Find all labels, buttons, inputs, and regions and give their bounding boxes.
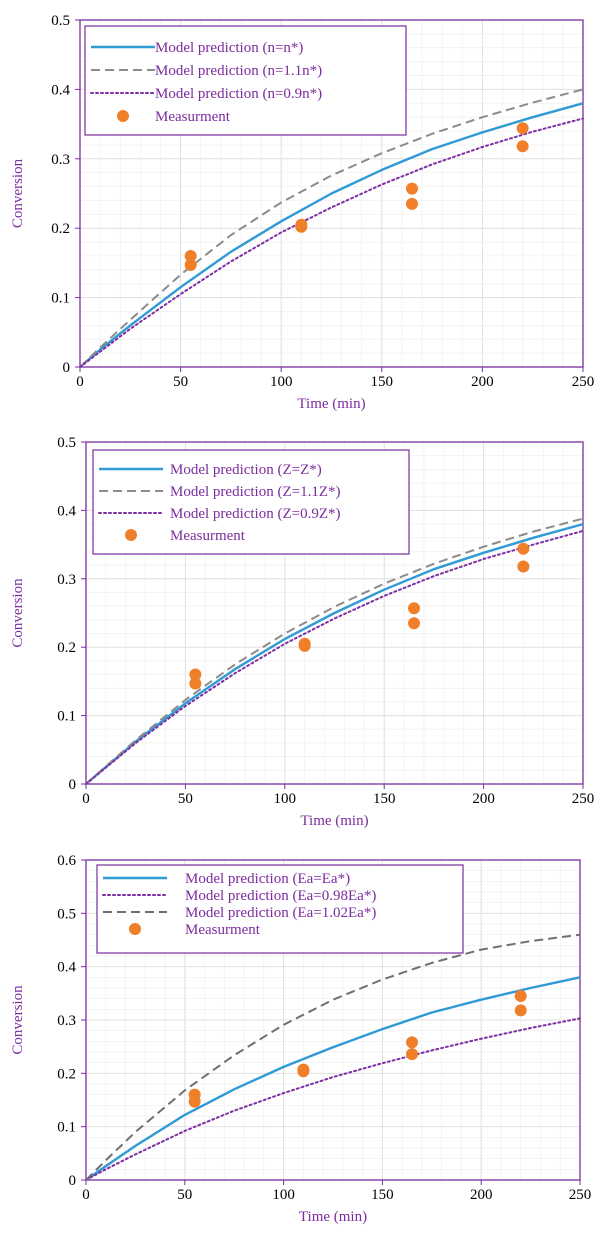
x-tick-label: 200 <box>471 374 494 390</box>
x-tick-label: 100 <box>274 791 297 807</box>
legend-label: Measurment <box>170 528 246 544</box>
x-tick-label: 200 <box>470 1187 493 1203</box>
legend: Model prediction (n=n*) Model prediction … <box>84 25 407 136</box>
legend-label: Model prediction (Z=Z*) <box>170 462 322 478</box>
y-tick-label: 0.2 <box>57 1066 76 1082</box>
y-tick-label: 0.5 <box>57 906 76 922</box>
measurement-point <box>188 1095 201 1108</box>
chart-1: 0 50 100 150 200 250 0 0.1 0.2 0.3 0.4 0.5 Time (min… <box>10 13 594 412</box>
x-tick-label: 50 <box>177 1187 192 1203</box>
legend-swatch-point <box>125 529 137 541</box>
legend-label: Model prediction (n=0.9n*) <box>155 86 322 102</box>
legend-label: Model prediction (Z=1.1Z*) <box>170 484 341 500</box>
measurement-point <box>189 677 202 690</box>
x-tick-label: 100 <box>270 374 293 390</box>
measurement-point <box>184 258 197 271</box>
y-axis-title: Conversion <box>10 985 26 1055</box>
legend-label: Model prediction (Ea=0.98Ea*) <box>185 888 376 904</box>
legend-label: Model prediction (n=1.1n*) <box>155 63 322 79</box>
y-tick-label: 0.4 <box>51 82 70 98</box>
x-tick-label: 250 <box>572 374 595 390</box>
y-tick-label: 0 <box>63 360 71 376</box>
series-line-2 <box>85 1017 581 1181</box>
y-tick-label: 0.2 <box>57 640 76 656</box>
measurement-point <box>298 639 311 652</box>
y-tick-label: 0.4 <box>57 960 76 976</box>
legend-swatch-point <box>117 110 129 122</box>
measurement-point <box>408 617 421 630</box>
x-tick-label: 200 <box>472 791 495 807</box>
legend: Model prediction (Ea=Ea*)Model predictio… <box>96 864 464 954</box>
series-line-3 <box>85 529 584 785</box>
legend-label: Model prediction (Z=0.9Z*) <box>170 506 341 522</box>
series-line-2 <box>79 88 584 368</box>
chart-2: 0 50 100 150 200 250 0 0.1 0.2 0.3 0.4 0.5 Time (min… <box>10 435 594 829</box>
y-tick-label: 0.4 <box>57 503 76 519</box>
y-tick-label: 0.3 <box>57 572 76 588</box>
legend-swatch-point <box>129 923 141 935</box>
measurement-point <box>516 122 529 135</box>
legend: Model prediction (Z=Z*) Model prediction … <box>92 449 410 555</box>
measurement-point <box>295 220 308 233</box>
chart-3: 0 50 100 150 200 250 0 0.1 0.2 0.3 0.4 0.5 0.6 Time (… <box>10 853 591 1225</box>
legend-label: Measurment <box>155 109 231 125</box>
x-axis-title: Time (min) <box>299 1209 367 1225</box>
y-tick-label: 0 <box>69 777 77 793</box>
measurement-point <box>297 1065 310 1078</box>
measurement-point <box>189 668 202 681</box>
series-line-3 <box>85 933 581 1181</box>
measurement-point <box>408 602 421 615</box>
legend-label: Model prediction (n=n*) <box>155 40 303 56</box>
x-tick-label: 0 <box>82 1187 90 1203</box>
measurement-point <box>517 560 530 573</box>
x-tick-label: 150 <box>373 791 396 807</box>
y-tick-label: 0.1 <box>57 1120 76 1136</box>
y-axis-title: Conversion <box>10 158 26 228</box>
y-tick-label: 0.3 <box>57 1013 76 1029</box>
x-axis-title: Time (min) <box>297 396 365 412</box>
x-tick-label: 150 <box>371 1187 394 1203</box>
y-tick-label: 0.5 <box>57 435 76 451</box>
x-tick-label: 50 <box>178 791 193 807</box>
measurement-point <box>514 990 527 1002</box>
x-tick-label: 100 <box>272 1187 295 1203</box>
series-line-3 <box>79 117 584 368</box>
legend-label: Model prediction (Ea=Ea*) <box>185 871 350 887</box>
x-tick-label: 0 <box>76 374 84 390</box>
y-tick-label: 0 <box>69 1173 77 1189</box>
y-tick-label: 0.6 <box>57 853 76 869</box>
y-tick-label: 0.2 <box>51 221 70 237</box>
plot-frame <box>79 19 584 368</box>
measurement-point <box>406 1036 419 1049</box>
measurement-point <box>516 140 529 153</box>
measurement-point <box>406 1048 419 1061</box>
y-tick-label: 0.1 <box>57 709 76 725</box>
y-tick-label: 0.5 <box>51 13 70 29</box>
legend-box <box>84 25 407 136</box>
x-axis-title: Time (min) <box>300 813 368 829</box>
legend-box <box>92 449 410 555</box>
x-tick-label: 0 <box>82 791 90 807</box>
x-tick-label: 150 <box>371 374 394 390</box>
y-axis-title: Conversion <box>10 578 26 648</box>
legend-box <box>96 864 464 954</box>
measurement-point <box>405 197 418 210</box>
plot-frame <box>85 441 584 785</box>
measurement-point <box>517 542 530 555</box>
measurement-point <box>405 182 418 195</box>
measurement-point <box>514 1004 527 1017</box>
legend-label: Measurment <box>185 922 261 938</box>
legend-label: Model prediction (Ea=1.02Ea*) <box>185 905 376 921</box>
series-line-2 <box>85 517 584 785</box>
x-tick-label: 50 <box>173 374 188 390</box>
series-line-1 <box>85 976 581 1181</box>
y-tick-label: 0.3 <box>51 152 70 168</box>
x-tick-label: 250 <box>569 1187 592 1203</box>
x-tick-label: 250 <box>572 791 595 807</box>
series-line-1 <box>79 102 584 368</box>
y-tick-label: 0.1 <box>51 291 70 307</box>
measurement-point <box>184 249 197 262</box>
